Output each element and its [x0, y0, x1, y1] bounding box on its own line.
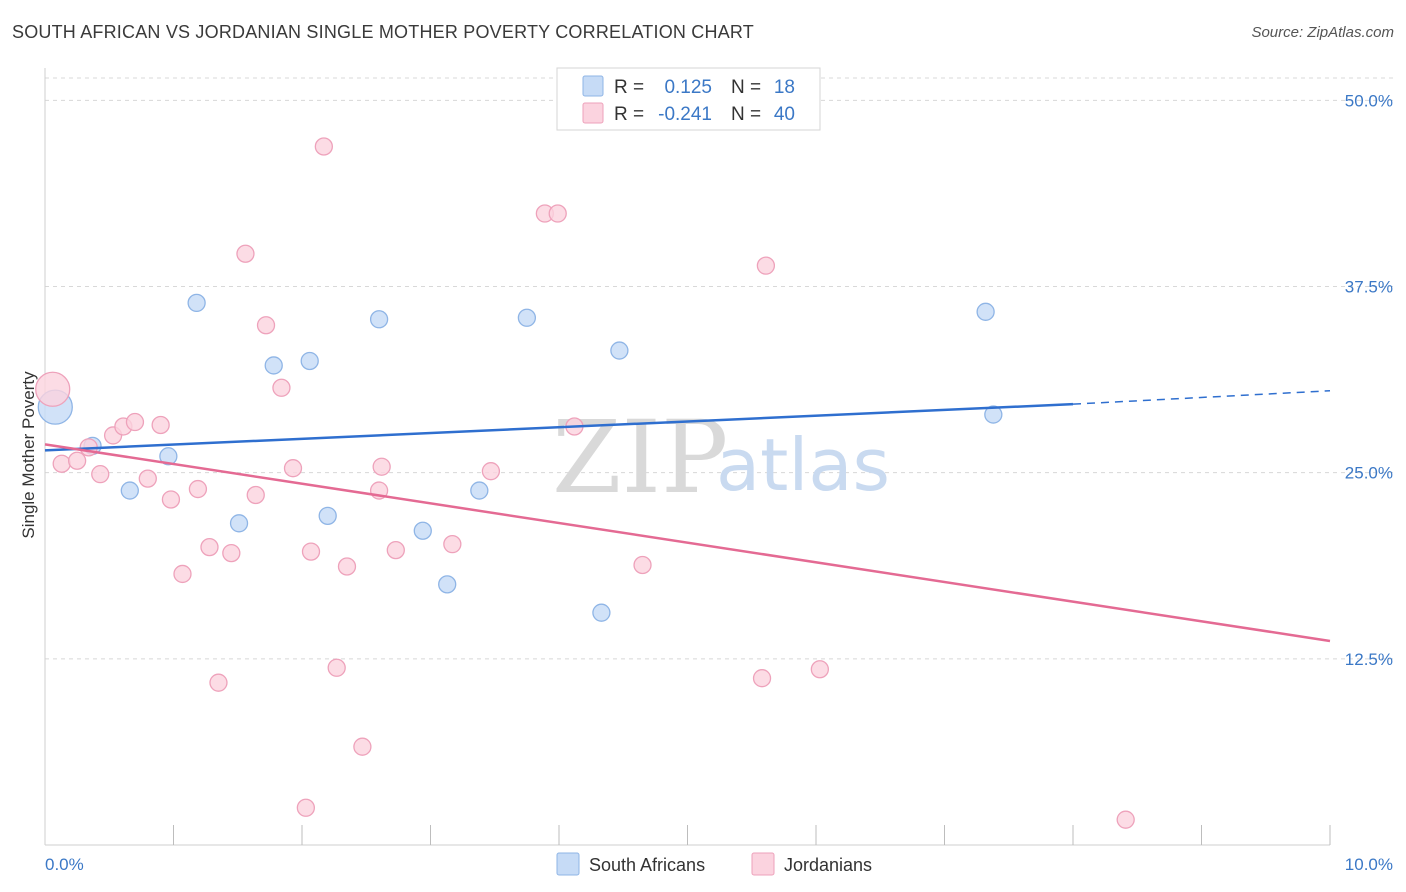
stats-r-value: 0.125	[664, 77, 712, 98]
jordanian-point	[283, 459, 303, 478]
jordanian-point	[301, 542, 321, 561]
legend-label-south-africans: South Africans	[589, 855, 705, 875]
y-tick-label: 37.5%	[1345, 278, 1393, 297]
jordanian-point	[209, 673, 228, 692]
south-african-point	[976, 302, 995, 321]
stats-n-value: 40	[774, 104, 795, 125]
source-label: Source: ZipAtlas.com	[1251, 24, 1394, 41]
jordanian-point	[633, 555, 652, 575]
jordanian-point	[52, 454, 71, 473]
south-african-point	[610, 341, 629, 360]
jordanian-point	[386, 540, 405, 560]
jordanian-point	[1116, 810, 1135, 829]
grid-lines	[45, 77, 1395, 660]
legend-swatch-south-africans	[556, 852, 580, 876]
south-african-point	[159, 447, 178, 466]
jordanian-point	[188, 479, 208, 499]
south-african-point	[413, 521, 432, 540]
south-african-point	[592, 603, 611, 622]
legend-label-jordanians: Jordanians	[784, 855, 872, 875]
jordanian-point	[161, 490, 181, 509]
stats-box: R = 0.125 N = 18 R = -0.241 N = 40	[556, 67, 821, 131]
south-african-point	[369, 310, 389, 329]
stats-r-label: R =	[614, 104, 644, 125]
jordanian-point	[67, 451, 87, 470]
jordanian-point	[296, 798, 316, 817]
watermark-atlas: atlas	[716, 423, 890, 507]
y-tick-label: 25.0%	[1345, 464, 1393, 483]
south-african-point	[300, 351, 319, 371]
south-african-point	[438, 575, 457, 594]
watermark: ZIP atlas	[552, 399, 890, 516]
jordanian-point	[752, 669, 772, 688]
south-african-point	[187, 293, 206, 313]
jordanian-trend-line	[44, 443, 1331, 643]
y-tick-labels: 12.5% 25.0% 37.5% 50.0%	[1345, 91, 1393, 668]
stats-r-label: R =	[614, 77, 644, 98]
jordanian-point	[151, 415, 170, 435]
south-african-point	[984, 405, 1003, 424]
stats-n-value: 18	[774, 77, 795, 98]
jordanian-point	[372, 457, 391, 476]
jordanian-point	[173, 564, 192, 584]
jordanian-point	[138, 469, 157, 488]
jordanian-point	[810, 660, 830, 679]
chart-title: SOUTH AFRICAN VS JORDANIAN SINGLE MOTHER…	[12, 22, 754, 42]
jordanian-point	[548, 204, 567, 223]
south-african-point	[318, 506, 337, 526]
south-african-point	[264, 356, 283, 375]
jordanian-point	[481, 462, 501, 481]
jordanian-point	[246, 485, 265, 505]
jordanian-point	[91, 465, 110, 484]
stats-swatch-south-africans	[582, 75, 604, 97]
jordanian-point	[353, 737, 372, 756]
axes	[44, 68, 1331, 846]
legend-swatch-jordanians	[751, 852, 775, 876]
y-axis-title: Single Mother Poverty	[19, 371, 38, 539]
stats-swatch-jordanians	[582, 102, 604, 124]
jordanian-point	[443, 535, 462, 554]
y-tick-label: 50.0%	[1345, 91, 1393, 110]
south-african-trend-extension	[1072, 390, 1331, 405]
south-african-point	[517, 308, 537, 327]
south-african-trend-line	[44, 402, 1074, 452]
x-tick-label: 10.0%	[1345, 855, 1393, 874]
jordanian-point	[756, 256, 776, 275]
south-african-point	[120, 481, 139, 500]
jordanian-point	[236, 244, 255, 263]
south-african-point	[470, 481, 489, 500]
stats-n-label: N =	[731, 77, 761, 98]
jordanian-point	[125, 412, 145, 432]
jordanian-point	[314, 137, 333, 156]
jordanian-point	[35, 371, 71, 407]
x-tick-labels: 0.0% 10.0%	[45, 855, 1393, 874]
x-tick-label: 0.0%	[45, 855, 84, 874]
jordanian-point	[222, 543, 241, 563]
stats-n-label: N =	[731, 104, 761, 125]
jordanian-point	[200, 537, 219, 557]
jordanian-point	[337, 557, 357, 576]
y-tick-label: 12.5%	[1345, 650, 1393, 669]
jordanian-point	[272, 378, 291, 397]
stats-r-value: -0.241	[658, 104, 712, 125]
south-african-point	[229, 514, 249, 533]
trend-lines	[44, 390, 1331, 643]
legend: South Africans Jordanians	[556, 852, 872, 876]
jordanian-point	[256, 316, 276, 335]
watermark-zip: ZIP	[552, 399, 728, 516]
jordanian-point	[327, 658, 346, 677]
